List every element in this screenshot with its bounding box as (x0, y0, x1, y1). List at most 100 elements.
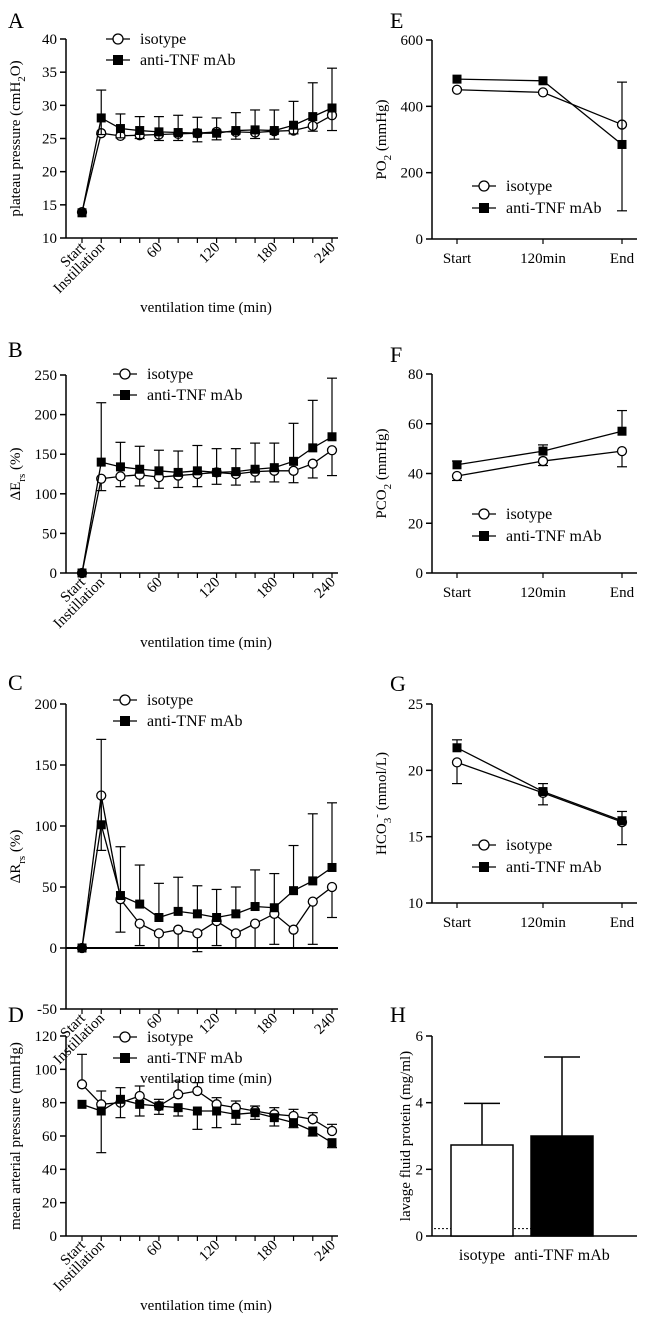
y-tick-label: 20 (42, 1196, 57, 1212)
data-point-square (77, 1099, 87, 1109)
series-anti-tnf (77, 67, 337, 218)
data-point-square (308, 443, 318, 453)
x-tick-label: 120min (520, 251, 566, 267)
x-tick-label: 240 (312, 240, 339, 267)
data-point-square (115, 1094, 125, 1104)
legend-marker-square (120, 390, 130, 400)
data-point-circle (134, 918, 145, 929)
legend-label: isotype (506, 837, 552, 854)
series-isotype (451, 445, 628, 482)
data-point-circle (230, 928, 241, 939)
x-tick-label: Start (443, 585, 472, 601)
y-tick-label: 200 (35, 408, 58, 424)
series-isotype (76, 790, 338, 954)
data-point-square (538, 446, 548, 456)
legend-label: anti-TNF mAb (147, 713, 243, 730)
panel-letter: D (8, 1002, 24, 1027)
data-point-square (250, 125, 260, 135)
data-point-square (617, 816, 627, 826)
y-tick-label: 150 (35, 447, 58, 463)
y-axis-label-part: ΔR (8, 864, 24, 884)
data-point-square (135, 464, 145, 474)
y-tick-label: 60 (42, 1129, 57, 1145)
series-anti-tnf (452, 74, 627, 212)
y-axis-label: lavage fluid protein (mg/ml) (398, 1051, 414, 1221)
data-point-square (452, 460, 462, 470)
x-tick-label: 180 (254, 240, 281, 267)
legend-label: isotype (147, 692, 193, 709)
x-axis-label: ventilation time (min) (140, 635, 272, 651)
data-point-square (269, 463, 279, 473)
x-tick-label: 240 (312, 1238, 339, 1265)
data-point-square (538, 76, 548, 86)
panel-letter: F (390, 342, 402, 367)
x-tick-label: Start (443, 251, 472, 267)
x-tick-label: 120 (196, 240, 223, 267)
series-isotype (451, 757, 628, 846)
data-point-square (154, 1101, 164, 1111)
x-tick-label: 60 (144, 240, 166, 262)
y-tick-label: 20 (408, 763, 423, 779)
data-point-square (269, 903, 279, 913)
data-point-square (154, 466, 164, 476)
data-point-circle (451, 84, 463, 95)
series-anti-tnf (77, 738, 337, 953)
legend-label: isotype (506, 506, 552, 523)
data-point-square (250, 1108, 260, 1118)
data-point-square (327, 432, 337, 442)
y-axis-label: ΔErs (%) (8, 447, 28, 500)
y-axis-label-part: PCO (374, 489, 390, 518)
y-tick-label: 20 (408, 516, 423, 532)
panel-letter: A (8, 8, 24, 33)
legend-marker-square (120, 716, 130, 726)
panel-g: G 10 15 20 25 HCO3- (mmol/L) Start 120min End iso… (371, 671, 637, 931)
x-tick-label: 180 (254, 1238, 281, 1265)
x-tick-label: 120 (196, 1238, 223, 1265)
data-point-square (231, 909, 241, 919)
legend-marker-square (113, 55, 123, 65)
data-point-square (212, 1106, 222, 1116)
data-point-square (115, 124, 125, 134)
data-point-circle (288, 924, 299, 935)
y-tick-label: 25 (42, 132, 57, 148)
legend-marker-square (479, 203, 489, 213)
y-axis-label-part: mean arterial pressure (mmHg) (8, 1042, 24, 1230)
data-point-square (617, 426, 627, 436)
data-point-circle (134, 1090, 145, 1102)
data-point-circle (326, 445, 338, 456)
data-point-circle (537, 455, 549, 467)
y-tick-label: 120 (35, 1029, 58, 1045)
y-tick-label: 400 (401, 99, 424, 115)
y-axis-label: HCO3- (mmol/L) (371, 752, 394, 855)
panel-f: F 0 20 40 60 80 PCO2 (mmHg) Start 120min End isoty… (374, 342, 637, 601)
data-point-square (231, 467, 241, 477)
x-tick-label: 120 (196, 575, 223, 602)
data-point-circle (451, 757, 463, 768)
x-tick-label: 180 (254, 1011, 281, 1038)
data-point-circle (173, 924, 184, 935)
panel-letter: E (390, 8, 403, 33)
data-point-square (135, 1099, 145, 1109)
y-axis-label-part: (mmol/L) (374, 752, 390, 814)
data-point-circle (616, 445, 628, 457)
legend-label: anti-TNF mAb (140, 52, 236, 69)
legend-marker-circle (119, 694, 131, 706)
y-tick-label: 4 (416, 1096, 424, 1112)
data-point-square (173, 1103, 183, 1113)
data-point-square (327, 862, 337, 872)
legend: isotype anti-TNF mAb (113, 692, 243, 730)
legend: isotype anti-TNF mAb (472, 178, 602, 217)
data-point-circle (173, 1089, 184, 1100)
data-point-square (212, 913, 222, 922)
legend-label: anti-TNF mAb (147, 387, 243, 404)
x-tick-label: 180 (254, 575, 281, 602)
data-point-square (173, 128, 183, 138)
y-tick-label: 10 (42, 231, 57, 247)
y-tick-label: 40 (42, 1162, 57, 1178)
legend: isotype anti-TNF mAb (113, 366, 243, 404)
data-point-square (77, 568, 87, 578)
y-tick-label: 100 (35, 819, 58, 835)
data-point-square (327, 103, 337, 113)
data-point-square (212, 128, 222, 138)
